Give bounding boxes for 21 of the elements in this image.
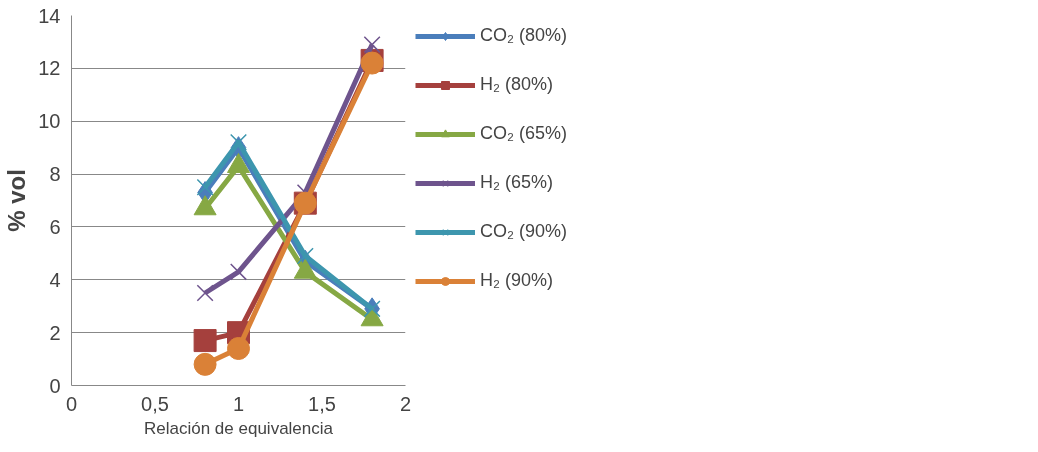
x-tick-label: 0,5 — [141, 392, 169, 415]
legend-label: H₂ (90%) — [480, 270, 554, 291]
y-axis-title: % vol — [3, 169, 31, 232]
legend-label: CO₂ (80%) — [480, 25, 568, 46]
x-tick-label: 1 — [232, 392, 245, 415]
y-tick-label: 8 — [49, 163, 61, 186]
legend-label: H₂ (65%) — [480, 172, 554, 193]
y-tick-label: 14 — [38, 4, 61, 27]
y-tick-label: 6 — [49, 215, 61, 238]
legend-label: CO₂ (90%) — [480, 221, 568, 242]
y-tick-label: 2 — [49, 321, 61, 344]
x-tick-label: 1,5 — [308, 392, 336, 415]
y-tick-label: 0 — [49, 374, 61, 397]
x-tick-label: 2 — [399, 392, 412, 415]
legend-label: CO₂ (65%) — [480, 123, 568, 144]
y-tick-label: 4 — [49, 268, 61, 291]
x-tick-label: 0 — [65, 392, 78, 415]
x-axis-title: Relación de equivalencia — [143, 418, 334, 438]
y-tick-label: 12 — [38, 57, 61, 80]
y-tick-label: 10 — [38, 110, 61, 133]
legend-label: H₂ (80%) — [480, 74, 554, 95]
